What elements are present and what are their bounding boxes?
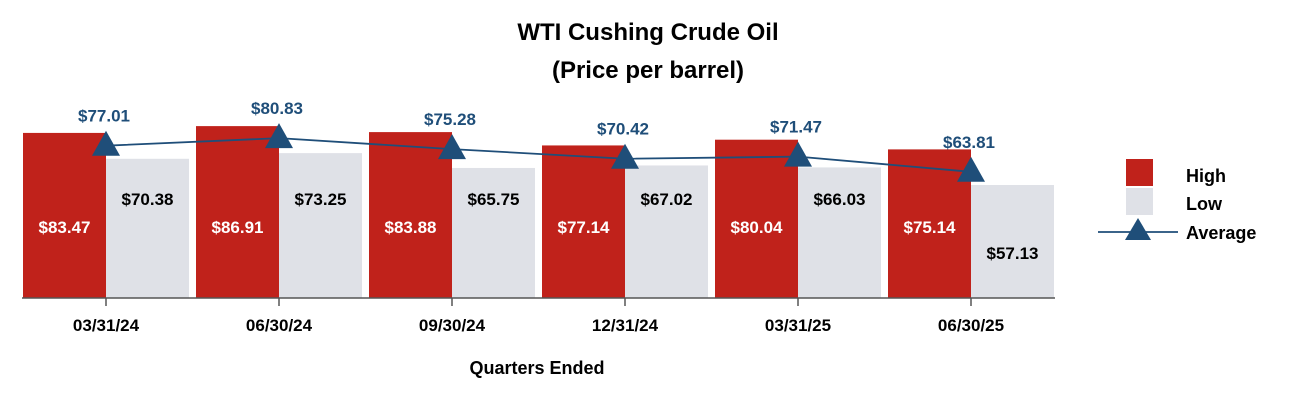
legend-label-low: Low [1186,194,1223,214]
bar-label-low: $67.02 [641,190,693,209]
bar-label-low: $66.03 [814,190,866,209]
bar-label-low: $70.38 [122,190,174,209]
bar-low [452,167,535,298]
average-line-layer [92,123,985,182]
bar-high [888,149,971,298]
average-marker [784,141,812,167]
legend-swatch-low [1126,188,1153,215]
bar-label-high: $86.91 [212,218,264,237]
bar-label-low: $57.13 [987,244,1039,263]
x-axis-title: Quarters Ended [469,358,604,378]
average-label: $80.83 [251,99,303,118]
bar-labels-layer: $83.47 $70.38 $86.91 $73.25 $83.88 $65.75 $77.… [39,190,1039,263]
average-line [105,137,972,173]
x-tick-label: 06/30/25 [938,316,1004,335]
bar-label-high: $83.47 [39,218,91,237]
bar-label-high: $80.04 [731,218,784,237]
chart-title: WTI Cushing Crude Oil [517,19,778,46]
legend-label-high: High [1186,166,1226,186]
average-label: $77.01 [78,107,130,126]
bar-label-high: $77.14 [558,218,611,237]
x-tick-label: 09/30/24 [419,316,486,335]
average-label: $75.28 [424,110,476,129]
average-labels-layer: $77.01 $80.83 $75.28 $70.42 $71.47 $63.81 [78,99,995,152]
x-ticks-layer: 03/31/24 06/30/24 09/30/24 12/31/24 03/31/25… [73,298,1004,335]
bar-low [625,165,708,298]
bar-label-low: $65.75 [468,190,520,209]
bar-high [369,132,452,298]
average-marker [265,123,293,149]
bar-high [542,145,625,298]
bars-layer [23,126,1054,299]
bar-low [798,167,881,298]
bar-low [106,158,189,298]
average-label: $63.81 [943,133,995,152]
bar-high [23,132,106,298]
average-marker [92,130,120,156]
bar-high [196,126,279,299]
x-tick-label: 03/31/24 [73,316,140,335]
legend: High Low Average [1098,159,1256,243]
x-tick-label: 06/30/24 [246,316,313,335]
bar-label-high: $75.14 [904,218,957,237]
legend-label-average: Average [1186,223,1256,243]
average-marker [957,156,985,182]
average-marker [438,134,466,160]
x-tick-label: 12/31/24 [592,316,659,335]
bar-high [715,139,798,298]
legend-marker-average [1125,218,1151,240]
bar-low [971,185,1054,298]
chart-subtitle: (Price per barrel) [552,57,744,84]
bar-label-high: $83.88 [385,218,437,237]
average-label: $70.42 [597,120,649,139]
legend-swatch-high [1126,159,1153,186]
average-marker [611,143,639,169]
average-label: $71.47 [770,118,822,137]
bar-low [279,153,362,298]
bar-label-low: $73.25 [295,190,347,209]
x-tick-label: 03/31/25 [765,316,831,335]
